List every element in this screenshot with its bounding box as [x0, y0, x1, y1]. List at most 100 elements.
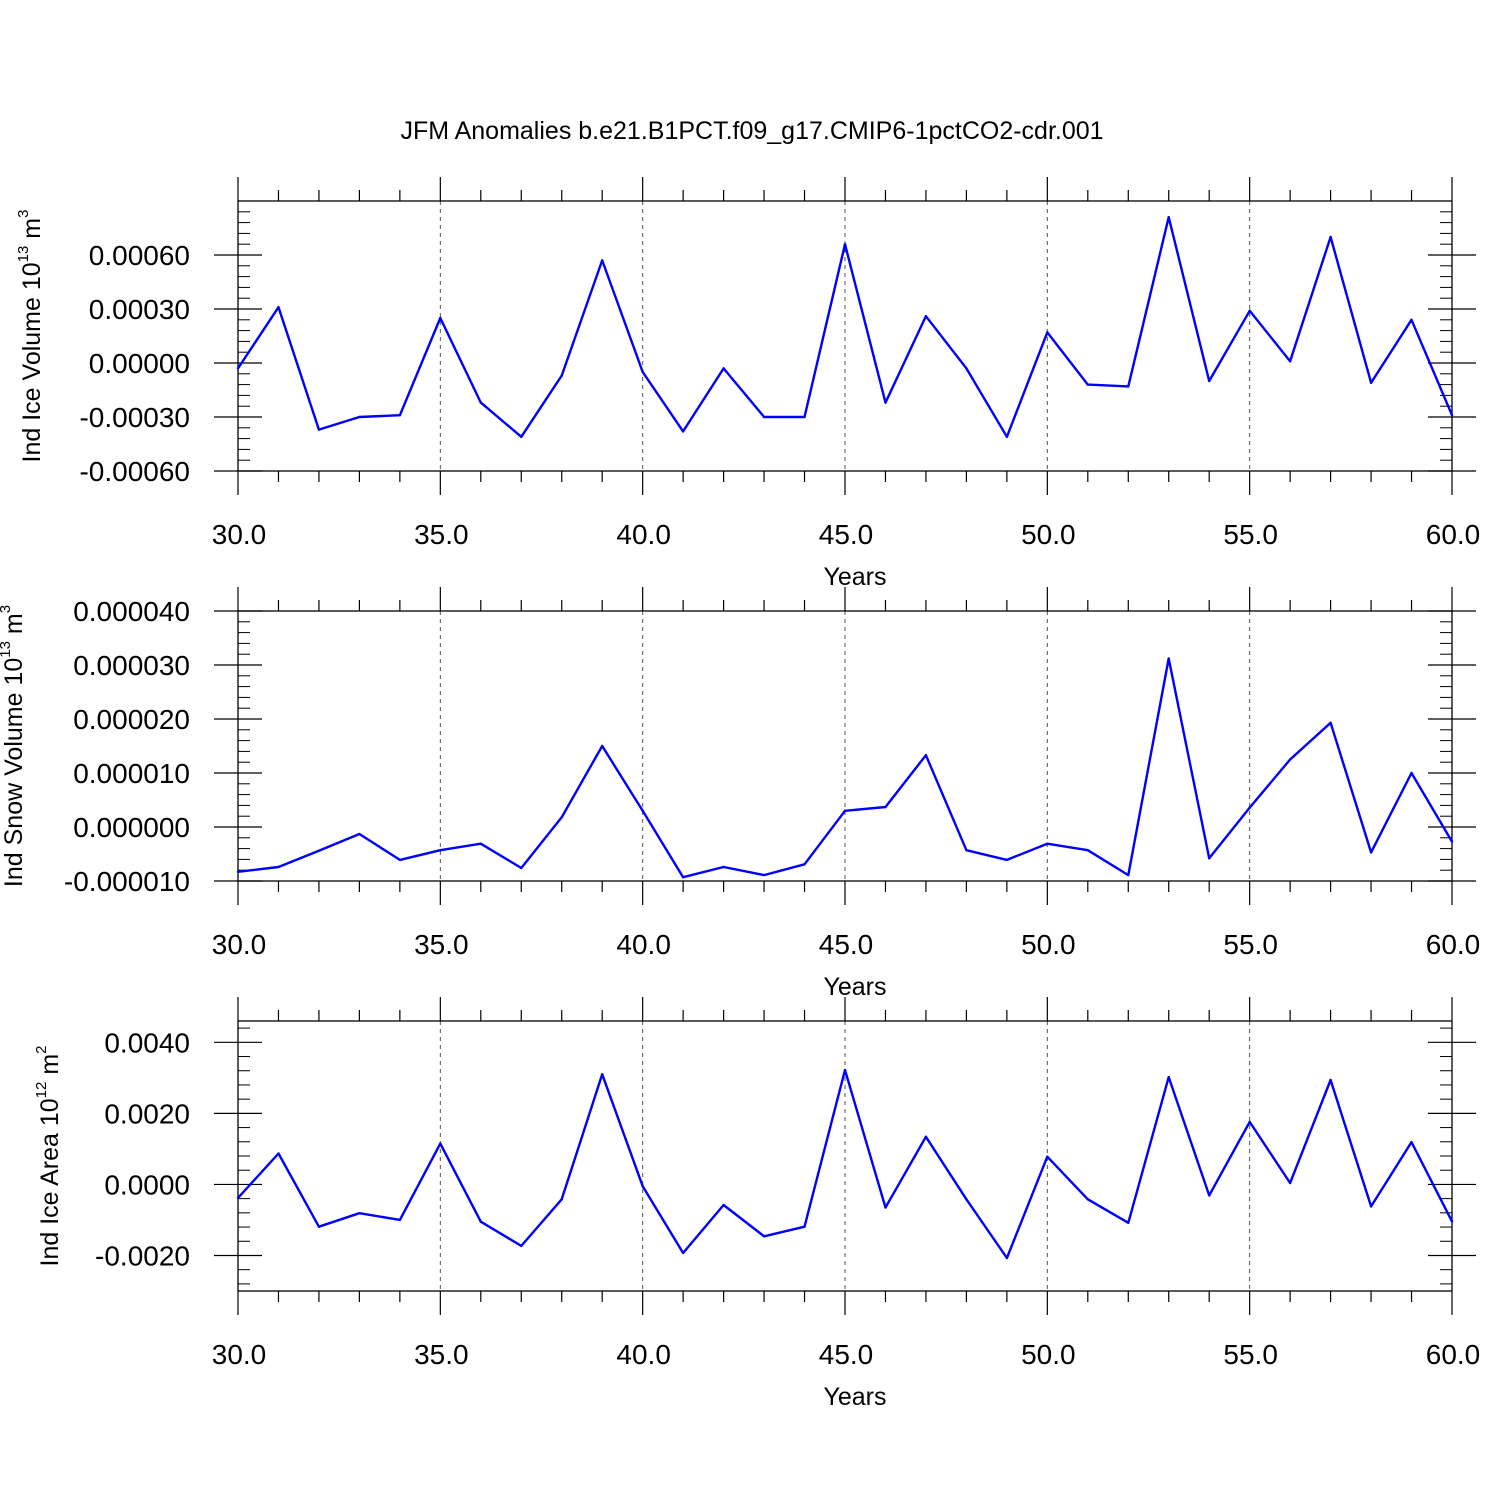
- data-point: [398, 1218, 402, 1222]
- y-axis-label-exponent: 12: [33, 1082, 50, 1099]
- x-tick-label: 45.0: [819, 929, 874, 960]
- data-point: [1410, 318, 1413, 321]
- data-point: [762, 873, 766, 877]
- data-point: [843, 243, 847, 246]
- data-point: [1167, 657, 1170, 660]
- data-point: [1046, 1155, 1049, 1158]
- data-point: [1046, 842, 1049, 845]
- x-tick-label: 55.0: [1223, 1339, 1278, 1370]
- y-axis-label-unit-exponent: 2: [33, 1046, 50, 1054]
- y-tick-label: 0.00000: [89, 348, 190, 379]
- data-point: [722, 1203, 725, 1207]
- y-tick-label: -0.0020: [95, 1240, 190, 1271]
- data-point: [439, 849, 442, 852]
- data-point: [236, 367, 240, 370]
- data-point: [641, 1184, 644, 1188]
- y-tick-label: 0.000010: [73, 758, 190, 789]
- data-point: [1329, 235, 1332, 239]
- x-tick-label: 30.0: [212, 929, 267, 960]
- y-tick-label: -0.000010: [64, 866, 190, 897]
- data-point: [1369, 851, 1373, 854]
- y-tick-label: 0.0040: [104, 1027, 190, 1058]
- x-tick-label: 45.0: [819, 1339, 874, 1370]
- x-tick-label: 40.0: [616, 929, 671, 960]
- data-point: [358, 1211, 361, 1215]
- y-axis-label: Ind Ice Volume 1013 m3: [15, 210, 46, 463]
- data-point: [1127, 1221, 1130, 1224]
- data-point: [560, 816, 563, 819]
- data-point: [236, 1196, 240, 1200]
- data-point: [398, 858, 402, 862]
- data-point: [601, 744, 604, 748]
- data-point: [1127, 385, 1130, 388]
- data-point: [1005, 1256, 1009, 1260]
- x-tick-label: 60.0: [1426, 519, 1481, 550]
- data-point: [1288, 1181, 1292, 1185]
- data-point: [439, 1142, 442, 1145]
- data-point: [1208, 379, 1211, 383]
- y-axis-label: Ind Snow Volume 1013 m3: [0, 605, 28, 887]
- data-point: [358, 415, 361, 419]
- chart-title: JFM Anomalies b.e21.B1PCT.f09_g17.CMIP6-…: [400, 117, 1103, 145]
- chart-panel-1: -0.00060 -0.00030 0.00000 0.00030 0.00060 30.…: [15, 177, 1480, 591]
- data-point: [965, 1198, 968, 1201]
- data-point: [1167, 1075, 1170, 1079]
- y-axis-label: Ind Ice Area 1012 m2: [33, 1046, 64, 1267]
- data-point: [1369, 381, 1373, 384]
- data-point: [560, 1198, 563, 1201]
- data-point: [236, 870, 240, 874]
- x-tick-label: 60.0: [1426, 1339, 1481, 1370]
- data-point: [520, 435, 523, 438]
- y-axis-label-unit: m: [18, 218, 46, 246]
- data-point: [681, 1251, 685, 1255]
- y-axis-label-text: Ind Snow Volume 10: [0, 658, 28, 887]
- y-axis-label-exponent: 13: [0, 641, 14, 658]
- y-axis-label-text: Ind Ice Volume 10: [18, 262, 46, 462]
- x-tick-label: 50.0: [1021, 929, 1076, 960]
- data-point: [1288, 758, 1292, 761]
- data-point: [601, 1073, 604, 1076]
- data-point: [1005, 858, 1009, 862]
- data-point: [924, 315, 928, 318]
- x-tick-label: 45.0: [819, 519, 874, 550]
- y-tick-label: -0.00030: [79, 402, 190, 433]
- y-tick-label: 0.00060: [89, 240, 190, 271]
- x-axis-label: Years: [823, 973, 886, 1001]
- data-point: [358, 832, 361, 836]
- y-tick-label: 0.00030: [89, 294, 190, 325]
- data-point: [1086, 383, 1090, 386]
- data-point: [479, 842, 482, 845]
- data-point: [1248, 1120, 1251, 1124]
- data-point: [843, 809, 847, 812]
- data-point: [1248, 309, 1251, 312]
- x-tick-label: 35.0: [414, 929, 469, 960]
- y-tick-label: -0.00060: [79, 456, 190, 487]
- data-point: [803, 1225, 806, 1228]
- x-axis-label: Years: [823, 1383, 886, 1411]
- data-point: [924, 753, 928, 757]
- data-point: [1329, 1078, 1332, 1082]
- y-tick-label: 0.000040: [73, 596, 190, 627]
- data-point: [317, 849, 321, 852]
- data-point: [1127, 873, 1130, 877]
- data-point: [439, 316, 442, 320]
- data-point: [965, 849, 968, 852]
- data-point: [965, 367, 968, 370]
- data-point: [803, 863, 806, 866]
- data-point: [681, 876, 685, 879]
- data-point: [1208, 857, 1211, 860]
- data-point: [1288, 360, 1292, 363]
- data-point: [1046, 331, 1049, 334]
- data-point: [1086, 849, 1090, 852]
- x-tick-label: 30.0: [212, 1339, 267, 1370]
- x-tick-label: 50.0: [1021, 1339, 1076, 1370]
- y-tick-label: 0.000020: [73, 704, 190, 735]
- data-point: [479, 401, 482, 404]
- y-axis-label-text: Ind Ice Area 10: [36, 1098, 64, 1266]
- data-point: [277, 1152, 280, 1155]
- data-point: [1086, 1198, 1090, 1201]
- data-point: [762, 1235, 766, 1238]
- data-point: [1450, 840, 1454, 843]
- x-tick-label: 35.0: [414, 1339, 469, 1370]
- data-point: [479, 1220, 482, 1223]
